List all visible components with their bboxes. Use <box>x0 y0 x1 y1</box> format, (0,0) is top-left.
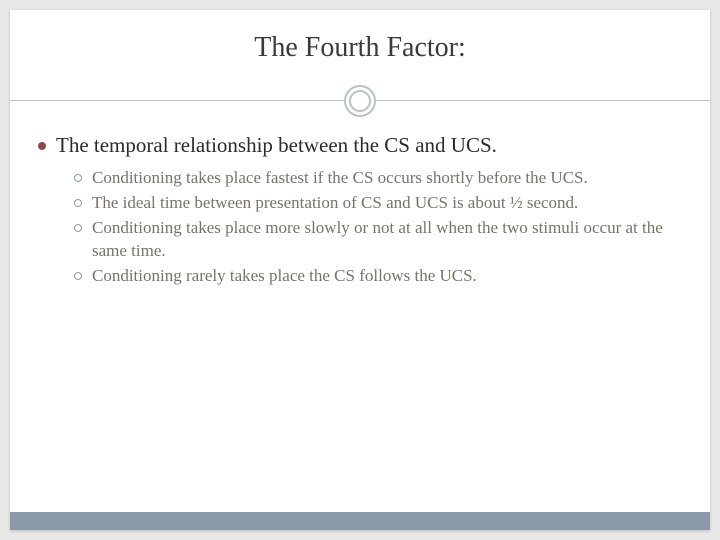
sub-bullet: The ideal time between presentation of C… <box>74 192 682 215</box>
content-area: The temporal relationship between the CS… <box>10 122 710 288</box>
divider <box>10 82 710 122</box>
sub-bullet-text: Conditioning rarely takes place the CS f… <box>92 265 477 288</box>
sub-bullet-list: Conditioning takes place fastest if the … <box>74 167 682 288</box>
bullet-hollow-icon <box>74 224 82 232</box>
main-bullet-text: The temporal relationship between the CS… <box>56 132 497 159</box>
slide: The Fourth Factor: The temporal relation… <box>10 10 710 530</box>
sub-bullet-text: Conditioning takes place fastest if the … <box>92 167 588 190</box>
title-area: The Fourth Factor: <box>10 10 710 74</box>
main-bullet: The temporal relationship between the CS… <box>38 132 682 159</box>
sub-bullet: Conditioning takes place more slowly or … <box>74 217 682 263</box>
sub-bullet-text: Conditioning takes place more slowly or … <box>92 217 682 263</box>
bullet-hollow-icon <box>74 272 82 280</box>
sub-bullet: Conditioning rarely takes place the CS f… <box>74 265 682 288</box>
bullet-solid-icon <box>38 142 46 150</box>
slide-title: The Fourth Factor: <box>10 32 710 64</box>
bullet-hollow-icon <box>74 174 82 182</box>
divider-circle-inner-icon <box>349 90 371 112</box>
footer-bar <box>10 512 710 530</box>
sub-bullet-text: The ideal time between presentation of C… <box>92 192 578 215</box>
bullet-hollow-icon <box>74 199 82 207</box>
sub-bullet: Conditioning takes place fastest if the … <box>74 167 682 190</box>
